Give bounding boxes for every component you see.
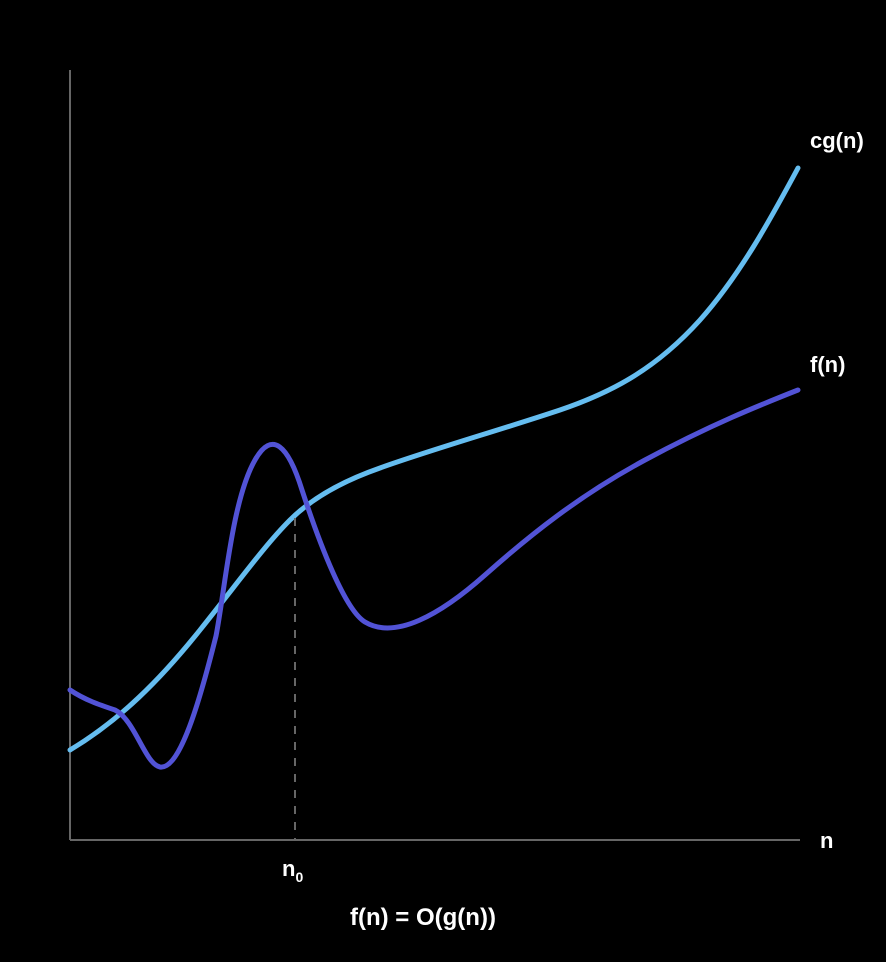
n0-label: n0 xyxy=(282,856,303,885)
curve-cg-label: cg(n) xyxy=(810,128,864,153)
x-axis-label: n xyxy=(820,828,833,853)
curve-f xyxy=(70,390,798,767)
curve-cg xyxy=(70,168,798,750)
curve-f-label: f(n) xyxy=(810,352,845,377)
chart-caption: f(n) = O(g(n)) xyxy=(350,904,496,931)
